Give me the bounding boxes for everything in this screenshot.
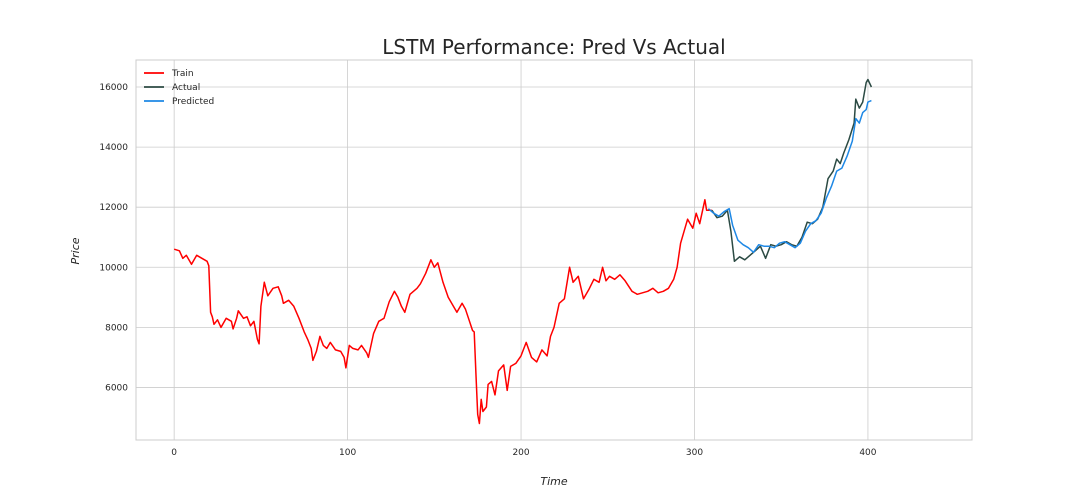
y-tick-label: 14000 [99, 143, 128, 153]
chart-title: LSTM Performance: Pred Vs Actual [382, 35, 725, 59]
x-tick-label: 400 [859, 448, 876, 458]
legend: Train Actual Predicted [144, 69, 214, 107]
predicted-series-line [707, 99, 872, 254]
legend-predicted-label: Predicted [172, 97, 214, 107]
legend-train-label: Train [171, 69, 194, 79]
y-tick-label: 16000 [99, 83, 128, 93]
train-series-line [173, 198, 712, 425]
y-axis-label: Price [69, 237, 82, 264]
y-tick-label: 12000 [99, 203, 128, 213]
x-axis-label: Time [540, 475, 567, 488]
tick-labels: 0 100 200 300 400 6000 8000 10000 12000 14000 1600… [99, 83, 876, 458]
x-tick-label: 200 [512, 448, 529, 458]
x-tick-label: 100 [339, 448, 356, 458]
y-tick-label: 6000 [105, 383, 128, 393]
x-tick-label: 300 [686, 448, 703, 458]
grid [136, 60, 972, 440]
plot-area: 0 100 200 300 400 6000 8000 10000 12000 14000 1600… [99, 59, 973, 458]
legend-actual-label: Actual [172, 83, 200, 93]
plot-frame [135, 59, 973, 441]
actual-series-line [711, 78, 873, 263]
x-tick-label: 0 [171, 448, 177, 458]
y-tick-label: 10000 [99, 263, 128, 273]
y-tick-label: 8000 [105, 323, 128, 333]
series-layer [173, 78, 873, 425]
